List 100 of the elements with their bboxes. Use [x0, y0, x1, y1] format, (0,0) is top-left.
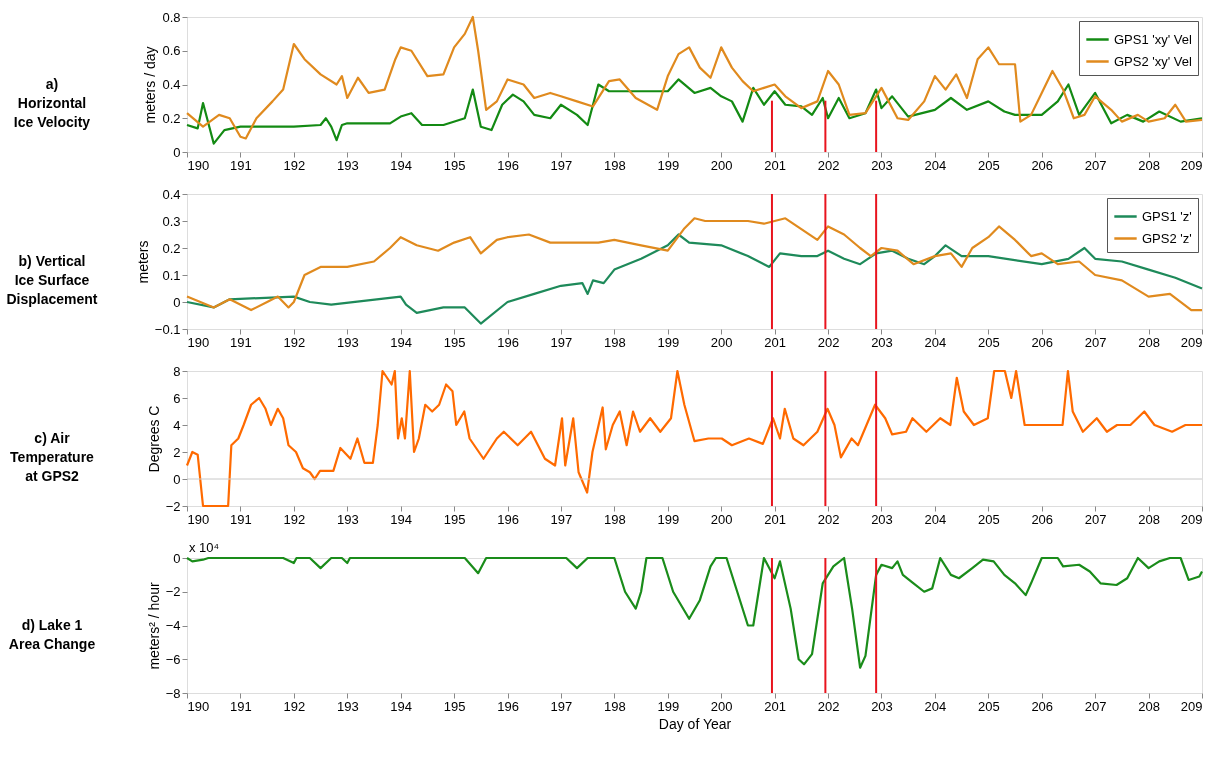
- x-tick-label: 202: [817, 698, 840, 714]
- x-tick-label: 203: [871, 334, 893, 350]
- x-tick-label: 202: [817, 334, 840, 350]
- x-tick-label: 197: [550, 698, 573, 714]
- x-tick-label: 207: [1084, 511, 1107, 527]
- x-tick-label: 191: [230, 334, 252, 350]
- x-tick-label: 194: [390, 698, 413, 714]
- y-tick-label: 0.4: [162, 186, 181, 202]
- y-tick-label: 0: [173, 471, 181, 487]
- x-tick-label: 191: [230, 157, 252, 173]
- x-tick-label: 198: [604, 698, 626, 714]
- x-tick-label: 190: [187, 511, 210, 527]
- x-tick-label: 208: [1138, 157, 1160, 173]
- y-axis-title: meters: [134, 240, 151, 284]
- y-tick-label: 0.2: [162, 110, 181, 126]
- text: a) Horizontal Ice Velocity: [13, 75, 91, 130]
- line-series: [185, 369, 1204, 508]
- text: b) Vertical Ice Surface Displacement: [6, 252, 98, 307]
- x-tick-label: 204: [924, 334, 947, 350]
- x-tick-label: 204: [924, 698, 947, 714]
- x-tick-label: 203: [871, 698, 893, 714]
- x-tick-label: 200: [710, 157, 733, 173]
- y-axis-title: meters² / hour: [145, 582, 162, 670]
- x-tick-label: 193: [336, 157, 359, 173]
- x-tick-label: 199: [657, 698, 680, 714]
- y-tick-label: 0.6: [162, 43, 181, 59]
- x-tick-label: 206: [1031, 698, 1054, 714]
- y-tick-label: 0: [173, 294, 181, 310]
- legend-label: GPS2 'z': [1142, 230, 1192, 246]
- x-tick-label: 192: [283, 511, 306, 527]
- y-tick-label: 0.3: [162, 213, 181, 229]
- y-tick-label: 2: [173, 444, 181, 460]
- x-tick-label: 196: [497, 511, 519, 527]
- y-tick-label: 8: [173, 363, 181, 379]
- x-tick-label: 208: [1138, 511, 1160, 527]
- x-tick-label: 202: [817, 511, 840, 527]
- y-tick-label: 6: [173, 390, 181, 406]
- x-tick-label: 193: [336, 511, 359, 527]
- x-tick-label: 206: [1031, 334, 1054, 350]
- x-tick-label: 209: [1180, 334, 1203, 350]
- x-tick-label: 209: [1180, 698, 1203, 714]
- x-tick-label: 190: [187, 698, 210, 714]
- text: x 10⁴: [189, 540, 220, 555]
- x-tick-label: 190: [187, 334, 210, 350]
- x-tick-label: 193: [336, 698, 359, 714]
- y-tick-label: −6: [165, 651, 181, 667]
- x-tick-label: 192: [283, 334, 306, 350]
- y-axis-title: Degrees C: [145, 405, 162, 473]
- x-tick-label: 203: [871, 157, 893, 173]
- x-tick-label: 194: [390, 334, 413, 350]
- text: d) Lake 1 Area Change: [8, 616, 96, 652]
- x-tick-label: 198: [604, 334, 626, 350]
- x-axis-title: Day of Year: [658, 715, 732, 732]
- x-tick-label: 203: [871, 511, 893, 527]
- y-tick-label: 0: [173, 144, 181, 160]
- x-tick-label: 208: [1138, 334, 1160, 350]
- x-tick-label: 204: [924, 511, 947, 527]
- y-tick-label: −4: [165, 618, 181, 633]
- x-tick-label: 205: [977, 157, 1000, 173]
- legend-label: GPS1 'xy' Vel: [1114, 31, 1193, 47]
- x-tick-label: 200: [710, 511, 733, 527]
- x-tick-label: 197: [550, 334, 573, 350]
- x-tick-label: 199: [657, 511, 680, 527]
- y-tick-label: −8: [165, 685, 181, 701]
- x-tick-label: 194: [390, 157, 413, 173]
- x-tick-label: 200: [710, 698, 733, 714]
- line-series: [185, 78, 1204, 145]
- x-tick-label: 195: [443, 698, 466, 714]
- y-tick-label: 0: [173, 550, 181, 566]
- x-tick-label: 197: [550, 157, 573, 173]
- y-tick-label: 0.2: [162, 240, 181, 256]
- x-tick-label: 208: [1138, 698, 1160, 714]
- x-tick-label: 195: [443, 157, 466, 173]
- line-series: [185, 233, 1204, 325]
- y-axis-title: meters / day: [142, 46, 159, 124]
- x-tick-label: 205: [977, 334, 1000, 350]
- x-tick-label: 200: [710, 334, 733, 350]
- y-tick-label: 0.4: [162, 77, 181, 92]
- text: c) Air Temperature at GPS2: [10, 429, 95, 484]
- line-series: [185, 556, 1204, 669]
- x-tick-label: 194: [390, 511, 413, 527]
- x-tick-label: 201: [764, 511, 786, 527]
- y-tick-label: −0.1: [154, 321, 181, 337]
- x-tick-label: 207: [1084, 157, 1107, 173]
- x-tick-label: 198: [604, 511, 626, 527]
- x-tick-label: 192: [283, 157, 306, 173]
- x-tick-label: 196: [497, 698, 519, 714]
- y-tick-label: −2: [165, 584, 181, 600]
- x-tick-label: 199: [657, 157, 680, 173]
- x-tick-label: 199: [657, 334, 680, 350]
- x-tick-label: 207: [1084, 698, 1107, 714]
- legend-label: GPS1 'z': [1142, 208, 1192, 224]
- x-tick-label: 205: [977, 511, 1000, 527]
- x-tick-label: 206: [1031, 157, 1054, 173]
- x-tick-label: 197: [550, 511, 573, 527]
- x-tick-label: 198: [604, 157, 626, 173]
- x-tick-label: 209: [1180, 511, 1203, 527]
- x-tick-label: 195: [443, 334, 466, 350]
- x-tick-label: 209: [1180, 157, 1203, 173]
- y-tick-label: 0.1: [162, 267, 181, 283]
